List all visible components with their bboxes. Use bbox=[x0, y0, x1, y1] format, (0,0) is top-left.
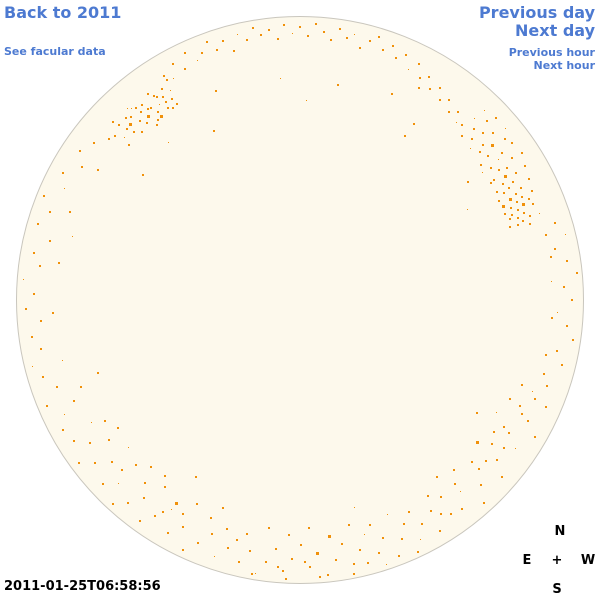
previous-hour-link[interactable]: Previous hour bbox=[508, 46, 595, 59]
compass-north-label: N bbox=[554, 524, 566, 539]
compass-east-label: E bbox=[522, 553, 532, 568]
compass-south-label: S bbox=[552, 582, 562, 597]
solar-disk bbox=[16, 16, 584, 584]
previous-day-link[interactable]: Previous day bbox=[478, 3, 595, 22]
day-navigation: Previous day Next day bbox=[479, 4, 595, 40]
next-day-link[interactable]: Next day bbox=[515, 21, 595, 40]
observation-timestamp: 2011-01-25T06:58:56 bbox=[4, 579, 161, 594]
see-facular-data-link[interactable]: See facular data bbox=[4, 45, 106, 58]
compass-west-label: W bbox=[580, 553, 596, 568]
next-hour-link[interactable]: Next hour bbox=[533, 59, 596, 72]
hour-navigation: Previous hour Next hour bbox=[509, 46, 595, 72]
back-to-2011-link[interactable]: Back to 2011 bbox=[4, 3, 122, 22]
compass-center-mark: + bbox=[551, 553, 563, 568]
